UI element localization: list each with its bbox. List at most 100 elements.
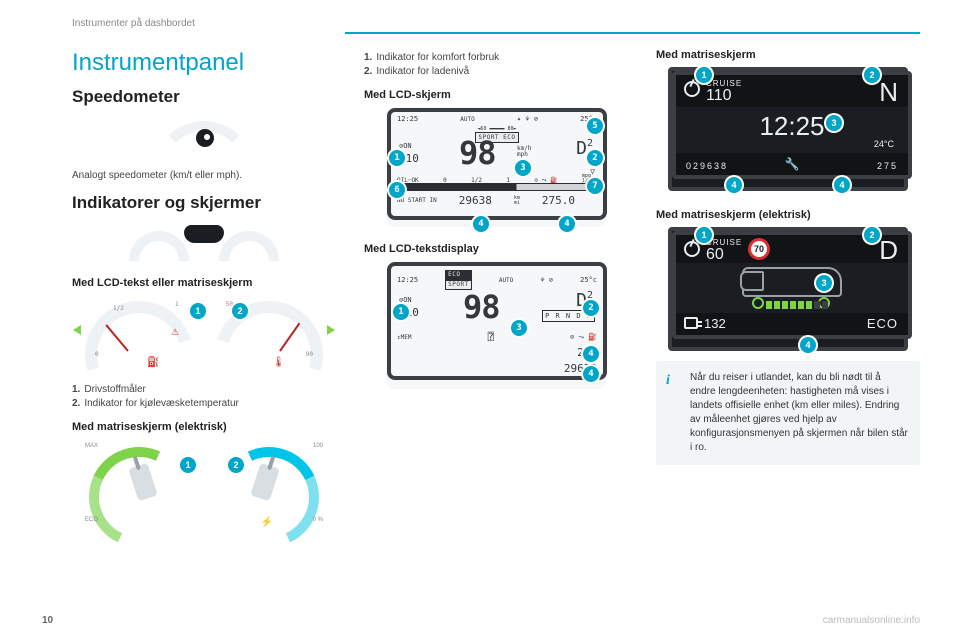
watermark: carmanualsonline.info	[823, 615, 920, 626]
label: 0 %	[313, 517, 323, 523]
callout-4: 4	[726, 177, 742, 193]
mem-label: ↕MEM	[397, 334, 411, 341]
lcd-display-2: 12:25 ECO SPORT AUTO ⚘ ⊘ 25°c ⊙ON 110 98…	[387, 262, 607, 380]
lcd-time: 12:25	[397, 276, 418, 284]
cruise-value: 60	[706, 246, 724, 264]
matrix-trip: 275	[877, 161, 898, 171]
callout-4: 4	[473, 216, 489, 232]
fuel-icon: ⛽	[147, 357, 159, 368]
list-item: 1.Indikator for komfort forbruk	[364, 51, 628, 65]
lcd-figure-2: 12:25 ECO SPORT AUTO ⚘ ⊘ 25°c ⊙ON 110 98…	[386, 261, 606, 389]
lcd-heading: Med LCD-skjerm	[364, 89, 628, 101]
cruise-icon	[684, 241, 700, 257]
label: ECO	[85, 517, 98, 523]
callout-3: 3	[511, 320, 527, 336]
callout-1: 1	[696, 227, 712, 243]
lcd-auto: AUTO	[499, 277, 513, 284]
indicators-figure	[72, 219, 336, 267]
gear: D	[879, 235, 898, 266]
callout-2: 2	[864, 67, 880, 83]
lcd-auto: AUTO	[460, 116, 474, 123]
lcd-text-heading: Med LCD-tekst eller matriseskjerm	[72, 277, 336, 289]
tick: 0	[95, 351, 99, 358]
cruise-value: 110	[706, 87, 732, 105]
icons-row: ⚘ ⊘	[540, 276, 553, 284]
tick: 90	[306, 351, 313, 358]
matrix-display-2: CRUISE 60 70 D 132 ECO	[672, 231, 912, 339]
on-indicator: ⊙ON	[399, 296, 412, 304]
callout-1: 1	[393, 304, 409, 320]
wiper-icon: ✦ ⚘ ⊘	[517, 115, 538, 123]
cruise-icon: ⊙ ⤳ ⛽	[570, 333, 597, 342]
gauges-figure: ⚠ ⛽ 🌡 0 1/2 1 50 90 1 2	[72, 295, 336, 377]
callout-4: 4	[800, 337, 816, 353]
electric-gauges: MAX ECO 100 0 % ⚡	[79, 439, 329, 529]
on-indicator: ⊙ON	[399, 142, 412, 150]
matrix-time: 12:25	[676, 111, 908, 142]
callout-3: 3	[515, 160, 531, 176]
info-box: i Når du reiser i utlandet, kan du bli n…	[656, 361, 920, 465]
label: MAX	[85, 443, 98, 449]
lcd-temp: 25°c	[580, 276, 597, 284]
odo-unit: km mi	[514, 196, 520, 205]
speedometer-icon	[144, 115, 264, 163]
callout-2: 2	[864, 227, 880, 243]
callout-2: 2	[228, 457, 244, 473]
col-3: Med matriseskjerm CRUISE 110 N 12:25 24°…	[656, 49, 920, 541]
page-number: 10	[42, 615, 53, 626]
matrix-figure-2: CRUISE 60 70 D 132 ECO 1 2 3 4	[668, 227, 908, 351]
lcd-figure-1: 12:25 AUTO ✦ ⚘ ⊘ 25°c ◄60 ▬▬▬▬▬ 80► SPOR…	[386, 107, 606, 227]
callout-7: 7	[587, 178, 603, 194]
label: 100	[313, 443, 323, 449]
tick: 1	[175, 301, 179, 308]
matrix-odo: 029638	[686, 161, 728, 171]
warn-icon: ⍰	[488, 332, 494, 343]
left-turn-icon	[73, 325, 81, 335]
range: 132	[704, 316, 726, 331]
page: { "meta": { "breadcrumb": "Instrumenter …	[0, 0, 960, 640]
callout-2: 2	[583, 300, 599, 316]
columns: Instrumentpanel Speedometer Analogt spee…	[72, 49, 920, 541]
matrix-figure-1: CRUISE 110 N 12:25 24°C 029638 🔧 275 1 2…	[668, 67, 908, 191]
list-item: 2.Indikator for ladenivå	[364, 65, 628, 79]
callout-1: 1	[696, 67, 712, 83]
no-start: NO START IN	[397, 197, 437, 204]
callout-4b: 4	[583, 366, 599, 382]
matrix-temp: 24°C	[874, 139, 894, 149]
trip: 275.0	[542, 194, 575, 207]
matrix-elec-heading-3: Med matriseskjerm (elektrisk)	[656, 209, 920, 221]
callout-2: 2	[232, 303, 248, 319]
speed-big: 98	[459, 134, 496, 172]
col-2: 1.Indikator for komfort forbruk 2.Indika…	[364, 49, 628, 541]
lcd-text-display-heading: Med LCD-tekstdisplay	[364, 243, 628, 255]
info-text: Når du reiser i utlandet, kan du bli nød…	[690, 372, 908, 453]
lcd-time: 12:25	[397, 115, 418, 123]
callout-6: 6	[389, 182, 405, 198]
tick: 1/2	[113, 305, 124, 312]
callout-2: 2	[587, 150, 603, 166]
matrix-display-1: CRUISE 110 N 12:25 24°C 029638 🔧 275	[672, 71, 912, 179]
right-turn-icon	[327, 325, 335, 335]
electric-gauges-figure: MAX ECO 100 0 % ⚡ 1 2	[72, 439, 336, 535]
callout-4: 4	[583, 346, 599, 362]
plug-icon	[684, 317, 698, 329]
comfort-charge-legend: 1.Indikator for komfort forbruk 2.Indika…	[364, 51, 628, 79]
col-1: Instrumentpanel Speedometer Analogt spee…	[72, 49, 336, 541]
speedometer-figure	[72, 115, 336, 163]
header-rule	[345, 32, 920, 34]
odometer: 29638	[459, 194, 492, 207]
callout-1: 1	[389, 150, 405, 166]
page-title: Instrumentpanel	[72, 49, 336, 77]
gear: N	[879, 77, 898, 108]
temp-icon: 🌡	[272, 357, 285, 368]
warning-icon: ⚠	[171, 327, 179, 338]
battery-icon: ⚡	[261, 517, 273, 528]
speedometer-heading: Speedometer	[72, 87, 336, 107]
callout-5: 5	[587, 118, 603, 134]
eco-badge: ECO	[445, 270, 472, 280]
callout-3: 3	[816, 275, 832, 291]
van-battery-icon	[722, 265, 862, 307]
callout-4b: 4	[834, 177, 850, 193]
callout-4b: 4	[559, 216, 575, 232]
speed-big: 98	[463, 288, 500, 326]
